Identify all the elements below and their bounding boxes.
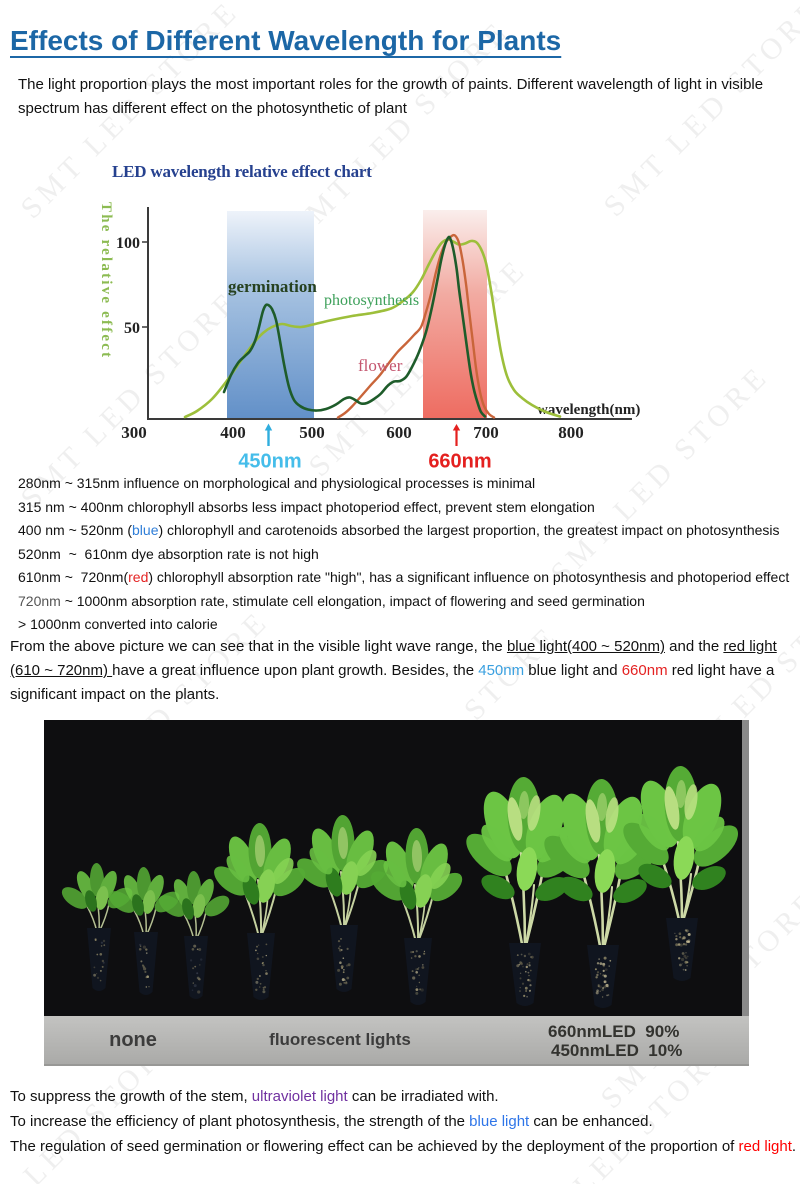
svg-text:450nm: 450nm	[238, 451, 301, 473]
svg-text:300: 300	[121, 423, 147, 442]
svg-text:The relative effect: The relative effect	[98, 202, 114, 359]
svg-text:450nmLED 10%: 450nmLED 10%	[551, 1041, 682, 1060]
svg-text:50: 50	[124, 320, 140, 337]
svg-text:660nm: 660nm	[428, 451, 491, 473]
svg-text:photosynthesis: photosynthesis	[324, 292, 419, 309]
svg-text:wavelength(nm): wavelength(nm)	[537, 402, 640, 418]
svg-text:600: 600	[386, 423, 412, 442]
svg-text:500: 500	[299, 423, 325, 442]
svg-text:700: 700	[473, 423, 499, 442]
svg-text:LED wavelength relative effect: LED wavelength relative effect chart	[112, 162, 372, 181]
svg-text:germination: germination	[228, 277, 317, 296]
svg-text:none: none	[109, 1029, 157, 1051]
svg-text:100: 100	[116, 235, 140, 252]
svg-text:400: 400	[220, 423, 246, 442]
svg-text:flower: flower	[358, 356, 403, 375]
svg-text:800: 800	[558, 423, 584, 442]
svg-text:660nmLED 90%: 660nmLED 90%	[548, 1022, 679, 1041]
svg-text:fluorescent lights: fluorescent lights	[269, 1030, 411, 1049]
